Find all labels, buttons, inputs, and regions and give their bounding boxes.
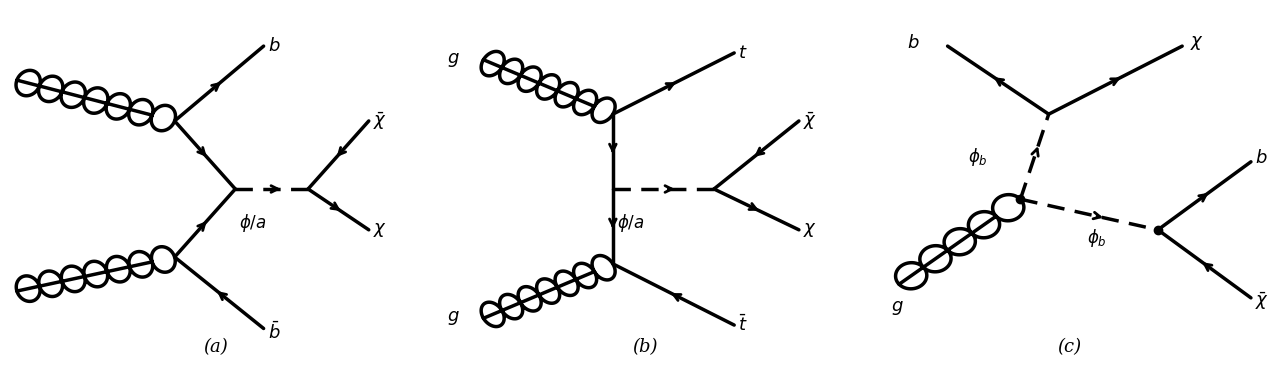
Text: $b$: $b$ [1254,149,1267,167]
Text: $g$: $g$ [891,299,904,317]
Text: $\bar{\chi}$: $\bar{\chi}$ [802,110,817,132]
Text: $\chi$: $\chi$ [802,221,817,239]
Text: $\phi_b$: $\phi_b$ [1088,227,1107,249]
Text: $g$: $g$ [447,51,460,69]
Text: $\bar{t}$: $\bar{t}$ [738,315,747,335]
Text: $\bar{\chi}$: $\bar{\chi}$ [1254,290,1269,312]
Text: $\chi$: $\chi$ [372,221,386,239]
Text: $\phi/a$: $\phi/a$ [616,212,645,234]
Text: $\bar{\chi}$: $\bar{\chi}$ [372,110,386,132]
Text: $g$: $g$ [447,309,460,327]
Text: $b$: $b$ [267,37,280,55]
Text: (c): (c) [1057,338,1081,356]
Text: $\phi/a$: $\phi/a$ [239,212,267,234]
Text: (b): (b) [633,338,657,356]
Text: $\bar{b}$: $\bar{b}$ [267,321,280,343]
Text: $\chi$: $\chi$ [1190,34,1204,52]
Text: $b$: $b$ [907,34,919,52]
Text: $\phi_b$: $\phi_b$ [968,146,987,168]
Text: $t$: $t$ [738,44,747,62]
Text: (a): (a) [203,338,227,356]
